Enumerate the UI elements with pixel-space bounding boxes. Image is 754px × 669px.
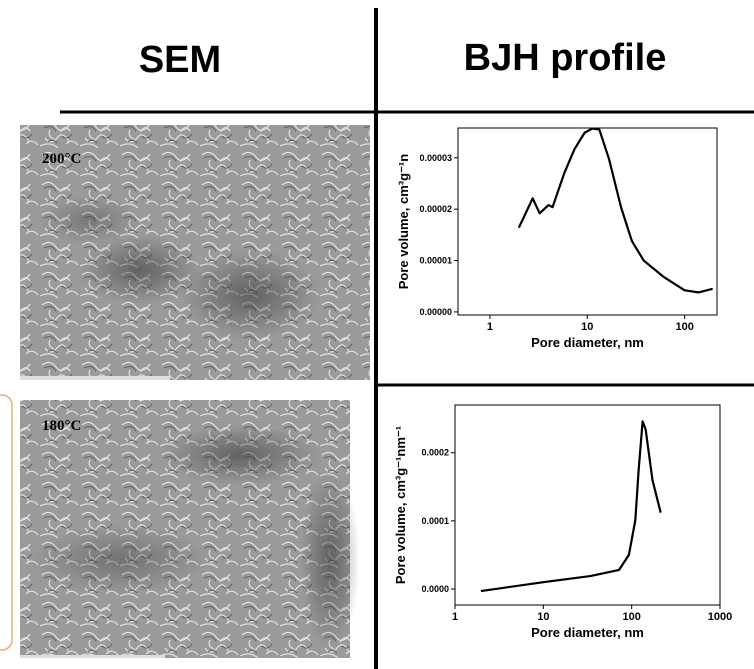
x-tick-label: 100 [622, 611, 640, 623]
x-axis-label: Pore diameter, nm [531, 335, 644, 350]
x-tick-label: 1 [452, 611, 458, 623]
y-tick-label: 0.00001 [419, 256, 452, 266]
data-line [517, 127, 713, 294]
sem-image: 180°C [20, 400, 360, 658]
x-axis-label: Pore diameter, nm [531, 625, 644, 640]
y-axis-label: Pore volume, cm³g⁻¹nm⁻¹ [393, 426, 408, 584]
image-label: 180°C [42, 418, 81, 434]
y-axis-label: Pore volume, cm³g⁻¹n [396, 154, 411, 289]
y-tick-label: 0.00003 [419, 153, 452, 163]
image-label: 200°C [42, 151, 81, 167]
x-tick-label: 1000 [708, 611, 732, 623]
plot-frame [454, 404, 721, 606]
bracket [0, 394, 13, 651]
y-tick-label: 0.0001 [421, 516, 449, 526]
x-tick-label: 10 [581, 321, 593, 333]
sem-image: 200°C [20, 125, 370, 380]
header: SEM [139, 39, 221, 81]
x-tick-label: 100 [675, 321, 693, 333]
y-tick-label: 0.00002 [419, 204, 452, 214]
data-line [480, 420, 662, 593]
x-tick-label: 10 [537, 611, 549, 623]
x-tick-label: 1 [487, 321, 493, 333]
y-tick-label: 0.0000 [421, 584, 449, 594]
y-tick-label: 0.00000 [419, 307, 452, 317]
header: BJH profile [464, 37, 667, 79]
y-tick-label: 0.0002 [421, 448, 449, 458]
